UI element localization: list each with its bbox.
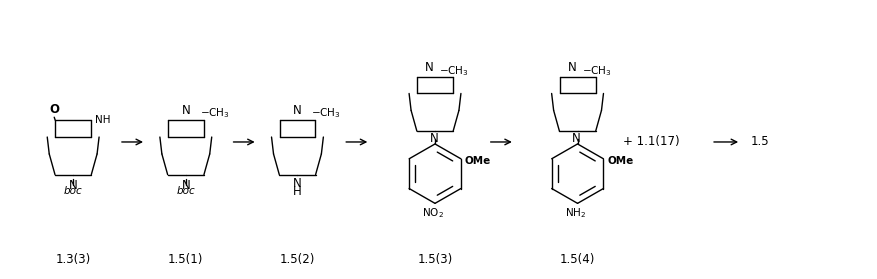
Text: OMe: OMe bbox=[465, 156, 491, 166]
Text: 1.5(3): 1.5(3) bbox=[417, 253, 453, 266]
Text: O: O bbox=[49, 103, 60, 116]
Text: NH$_2$: NH$_2$ bbox=[565, 206, 586, 220]
Text: $-$CH$_3$: $-$CH$_3$ bbox=[439, 64, 469, 78]
Text: N: N bbox=[425, 61, 434, 74]
Text: + 1.1(17): + 1.1(17) bbox=[623, 136, 680, 148]
Text: N: N bbox=[182, 104, 190, 117]
Text: N: N bbox=[567, 61, 576, 74]
Text: N: N bbox=[182, 179, 190, 192]
Text: OMe: OMe bbox=[608, 156, 634, 166]
Text: 1.5: 1.5 bbox=[751, 136, 770, 148]
Text: NO$_2$: NO$_2$ bbox=[422, 206, 444, 220]
Text: 1.5(4): 1.5(4) bbox=[560, 253, 595, 266]
Text: N: N bbox=[293, 177, 302, 190]
Text: 1.3(3): 1.3(3) bbox=[55, 253, 91, 266]
Text: $-$CH$_3$: $-$CH$_3$ bbox=[581, 64, 611, 78]
Text: NH: NH bbox=[95, 115, 111, 125]
Text: $-$CH$_3$: $-$CH$_3$ bbox=[200, 106, 230, 120]
Text: boc: boc bbox=[64, 186, 82, 196]
Text: N: N bbox=[293, 104, 302, 117]
Text: N: N bbox=[572, 132, 581, 145]
Text: boc: boc bbox=[176, 186, 196, 196]
Text: N: N bbox=[430, 132, 438, 145]
Text: 1.5(1): 1.5(1) bbox=[168, 253, 203, 266]
Text: N: N bbox=[68, 179, 77, 192]
Text: $-$CH$_3$: $-$CH$_3$ bbox=[311, 106, 341, 120]
Text: 1.5(2): 1.5(2) bbox=[280, 253, 315, 266]
Text: H: H bbox=[293, 184, 302, 198]
